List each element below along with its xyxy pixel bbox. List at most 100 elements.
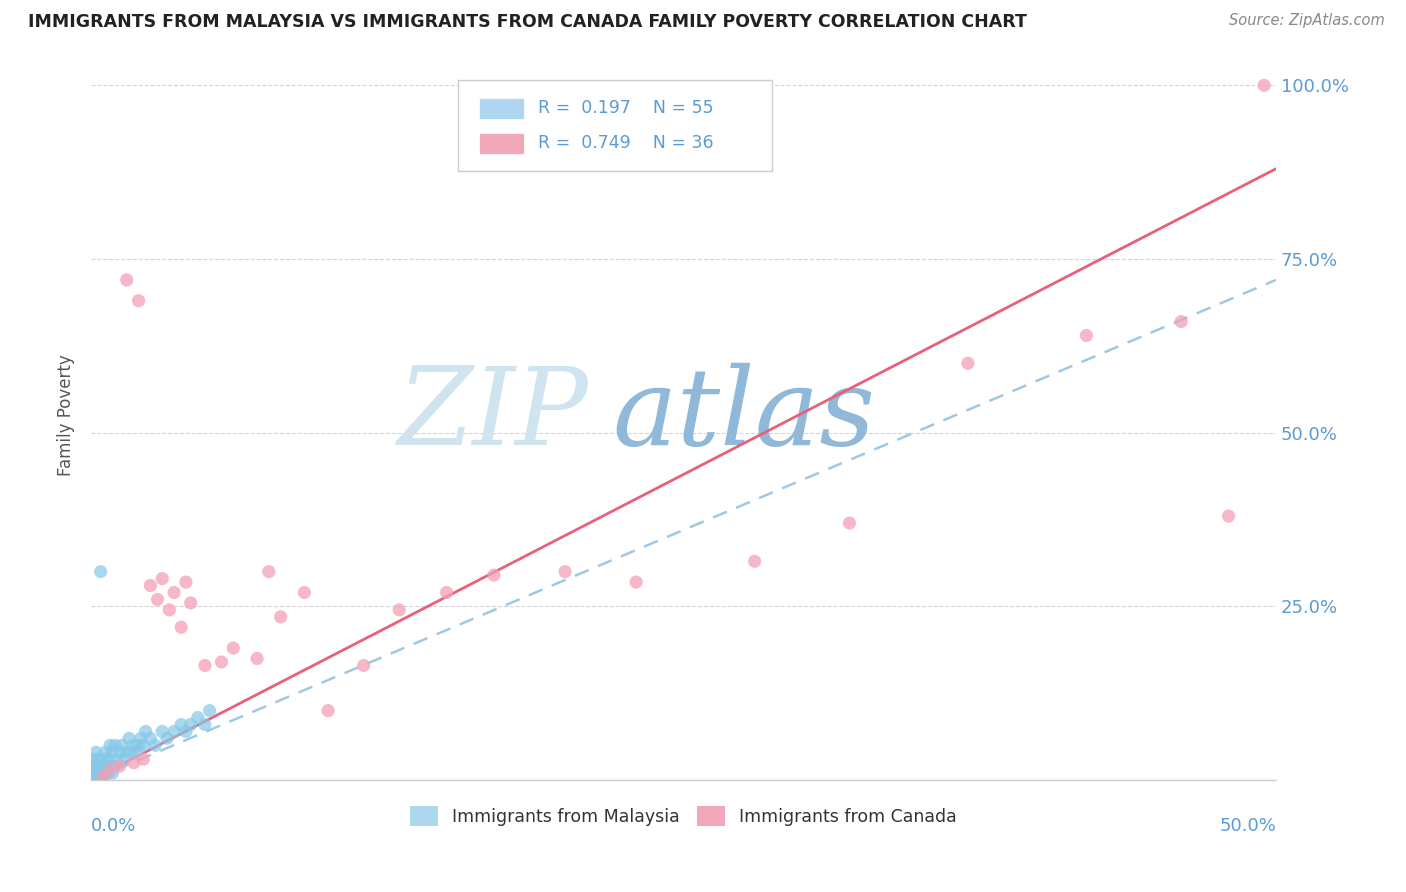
Point xyxy=(294,585,316,599)
Point xyxy=(163,724,186,739)
Point xyxy=(98,739,121,753)
Point xyxy=(125,745,148,759)
Point xyxy=(98,763,121,777)
Point xyxy=(97,752,120,766)
Point xyxy=(83,752,105,766)
Point xyxy=(108,745,131,759)
Point xyxy=(87,766,110,780)
Point xyxy=(157,603,180,617)
Point xyxy=(84,766,107,780)
Point xyxy=(956,356,979,370)
Point xyxy=(122,756,145,770)
Point xyxy=(115,273,138,287)
Point xyxy=(97,766,120,780)
Point xyxy=(353,658,375,673)
Point xyxy=(101,766,124,780)
Point xyxy=(101,745,124,759)
Point xyxy=(132,739,155,753)
Point xyxy=(83,759,105,773)
Point xyxy=(115,745,138,759)
Text: 0.0%: 0.0% xyxy=(91,816,136,835)
Point xyxy=(108,759,131,773)
Point xyxy=(87,773,110,788)
Point xyxy=(91,773,114,788)
Point xyxy=(257,565,280,579)
Text: ZIP: ZIP xyxy=(398,363,589,468)
Point xyxy=(105,752,128,766)
Point xyxy=(246,651,269,665)
FancyBboxPatch shape xyxy=(478,133,523,153)
Point xyxy=(194,658,217,673)
Point xyxy=(83,773,105,788)
Point xyxy=(84,766,107,780)
Point xyxy=(91,770,114,784)
Point xyxy=(744,554,766,568)
Y-axis label: Family Poverty: Family Poverty xyxy=(58,354,75,476)
Point xyxy=(222,641,245,656)
Point xyxy=(90,766,112,780)
Point xyxy=(482,568,505,582)
Point xyxy=(143,739,166,753)
Point xyxy=(83,766,105,780)
Point xyxy=(180,596,202,610)
Point xyxy=(90,565,112,579)
FancyBboxPatch shape xyxy=(478,98,523,119)
Point xyxy=(112,752,135,766)
Text: atlas: atlas xyxy=(613,363,876,468)
Point xyxy=(174,575,197,590)
Point xyxy=(194,717,217,731)
Point xyxy=(150,572,173,586)
Point xyxy=(174,724,197,739)
Text: Source: ZipAtlas.com: Source: ZipAtlas.com xyxy=(1229,13,1385,29)
Point xyxy=(84,745,107,759)
Point xyxy=(624,575,647,590)
Point xyxy=(1076,328,1098,343)
Point xyxy=(118,731,141,746)
Point xyxy=(436,585,458,599)
Point xyxy=(316,704,339,718)
Point xyxy=(111,739,134,753)
Point xyxy=(163,585,186,599)
Point xyxy=(98,759,121,773)
Point xyxy=(90,773,112,788)
Text: R =  0.749    N = 36: R = 0.749 N = 36 xyxy=(538,135,713,153)
Point xyxy=(84,759,107,773)
Point xyxy=(120,745,142,759)
Point xyxy=(128,293,150,308)
Point xyxy=(170,717,193,731)
Point xyxy=(87,752,110,766)
Point xyxy=(554,565,576,579)
Point xyxy=(156,731,179,746)
Point xyxy=(139,578,162,592)
Point xyxy=(94,745,117,759)
Point xyxy=(94,759,117,773)
Point xyxy=(838,516,860,530)
Point xyxy=(129,731,152,746)
Point xyxy=(211,655,233,669)
Point xyxy=(388,603,411,617)
Point xyxy=(83,773,105,788)
Text: 50.0%: 50.0% xyxy=(1219,816,1277,835)
FancyBboxPatch shape xyxy=(458,80,772,171)
Point xyxy=(139,731,162,746)
Point xyxy=(104,759,127,773)
Point xyxy=(1218,509,1240,524)
Legend: Immigrants from Malaysia, Immigrants from Canada: Immigrants from Malaysia, Immigrants fro… xyxy=(404,799,963,833)
Text: R =  0.197    N = 55: R = 0.197 N = 55 xyxy=(538,99,713,118)
Point xyxy=(128,739,150,753)
Text: IMMIGRANTS FROM MALAYSIA VS IMMIGRANTS FROM CANADA FAMILY POVERTY CORRELATION CH: IMMIGRANTS FROM MALAYSIA VS IMMIGRANTS F… xyxy=(28,13,1026,31)
Point xyxy=(104,739,127,753)
Point xyxy=(146,592,169,607)
Point xyxy=(270,609,292,624)
Point xyxy=(91,752,114,766)
Point xyxy=(87,759,110,773)
Point xyxy=(91,766,114,780)
Point xyxy=(187,710,209,724)
Point xyxy=(90,759,112,773)
Point xyxy=(170,620,193,634)
Point xyxy=(1170,315,1192,329)
Point xyxy=(122,739,145,753)
Point xyxy=(150,724,173,739)
Point xyxy=(180,717,202,731)
Point xyxy=(1253,78,1275,93)
